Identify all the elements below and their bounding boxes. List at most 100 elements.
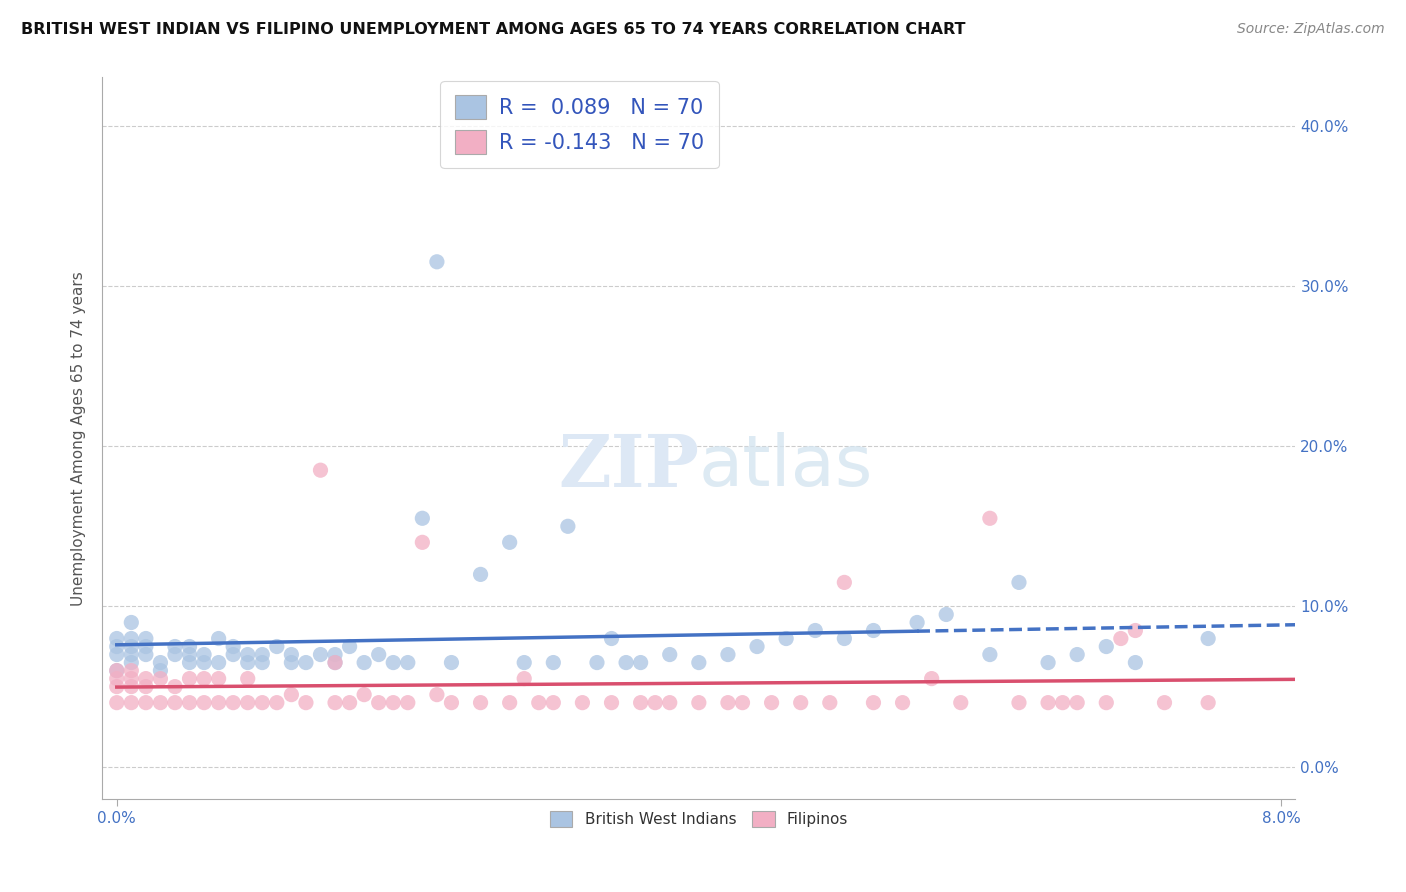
Point [163,648,186,662]
Point [120,680,142,694]
Point [353,656,375,670]
Point [236,696,259,710]
Point [498,535,520,549]
Point [470,696,492,710]
Point [323,656,346,670]
Point [1066,696,1088,710]
Point [120,664,142,678]
Point [222,696,245,710]
Point [193,696,215,710]
Point [236,648,259,662]
Point [105,672,128,686]
Point [179,696,201,710]
Point [295,696,318,710]
Point [339,640,361,654]
Point [543,656,565,670]
Point [658,648,681,662]
Point [440,696,463,710]
Point [179,672,201,686]
Point [163,640,186,654]
Point [586,656,609,670]
Point [818,696,841,710]
Point [426,688,449,702]
Point [280,688,302,702]
Point [382,656,405,670]
Point [105,640,128,654]
Point [309,463,332,477]
Point [105,696,128,710]
Point [193,656,215,670]
Point [149,696,172,710]
Point [236,672,259,686]
Point [614,656,637,670]
Point [557,519,579,533]
Point [834,575,856,590]
Point [396,696,419,710]
Point [527,696,550,710]
Point [498,696,520,710]
Point [120,656,142,670]
Point [120,640,142,654]
Y-axis label: Unemployment Among Ages 65 to 74 years: Unemployment Among Ages 65 to 74 years [72,271,86,606]
Point [135,640,157,654]
Point [775,632,797,646]
Point [149,672,172,686]
Point [571,696,593,710]
Point [717,648,740,662]
Point [834,632,856,646]
Point [935,607,957,622]
Point [382,696,405,710]
Point [105,664,128,678]
Point [163,680,186,694]
Point [921,672,943,686]
Point [600,632,623,646]
Point [252,696,274,710]
Point [1036,696,1059,710]
Point [630,656,652,670]
Point [105,648,128,662]
Point [949,696,972,710]
Point [862,696,884,710]
Point [367,696,389,710]
Point [513,656,536,670]
Point [513,672,536,686]
Point [470,567,492,582]
Point [120,696,142,710]
Point [207,632,229,646]
Point [1125,624,1147,638]
Point [222,640,245,654]
Legend: British West Indians, Filipinos: British West Indians, Filipinos [541,803,856,835]
Point [426,254,449,268]
Point [1153,696,1175,710]
Point [979,648,1001,662]
Point [731,696,754,710]
Point [120,648,142,662]
Point [630,696,652,710]
Text: ZIP: ZIP [558,432,699,502]
Point [1197,696,1219,710]
Point [149,656,172,670]
Text: Source: ZipAtlas.com: Source: ZipAtlas.com [1237,22,1385,37]
Text: BRITISH WEST INDIAN VS FILIPINO UNEMPLOYMENT AMONG AGES 65 TO 74 YEARS CORRELATI: BRITISH WEST INDIAN VS FILIPINO UNEMPLOY… [21,22,966,37]
Point [891,696,914,710]
Point [105,680,128,694]
Point [193,648,215,662]
Point [1095,640,1118,654]
Point [280,656,302,670]
Point [789,696,811,710]
Point [1095,696,1118,710]
Point [120,672,142,686]
Point [105,632,128,646]
Point [323,648,346,662]
Point [1125,656,1147,670]
Point [193,672,215,686]
Point [979,511,1001,525]
Point [411,511,433,525]
Point [179,640,201,654]
Point [105,664,128,678]
Point [135,648,157,662]
Point [1197,632,1219,646]
Point [761,696,783,710]
Point [323,696,346,710]
Point [339,696,361,710]
